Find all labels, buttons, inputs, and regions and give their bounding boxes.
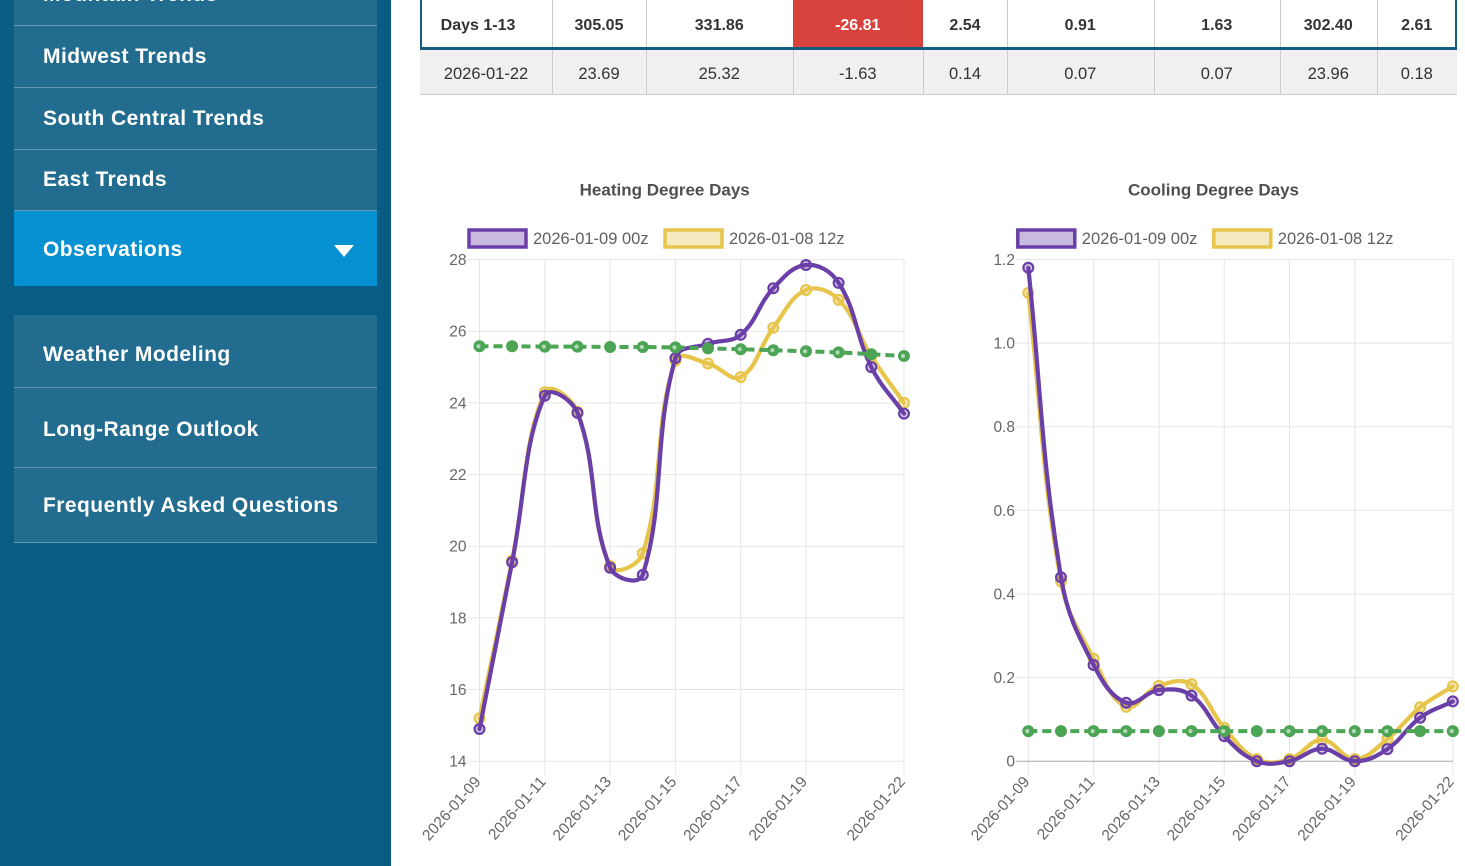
svg-text:2026-01-11: 2026-01-11 <box>485 774 550 844</box>
svg-text:2026-01-17: 2026-01-17 <box>680 774 745 845</box>
svg-text:0.8: 0.8 <box>993 419 1015 436</box>
svg-text:2026-01-22: 2026-01-22 <box>1393 774 1458 845</box>
svg-text:2026-01-19: 2026-01-19 <box>746 774 811 845</box>
svg-text:2026-01-17: 2026-01-17 <box>1229 774 1294 845</box>
svg-text:2026-01-09 00z: 2026-01-09 00z <box>1082 230 1198 248</box>
svg-text:0.6: 0.6 <box>993 503 1015 520</box>
svg-text:2026-01-11: 2026-01-11 <box>1034 774 1099 844</box>
svg-text:26: 26 <box>449 324 466 341</box>
svg-text:0.2: 0.2 <box>993 670 1015 687</box>
svg-text:2026-01-19: 2026-01-19 <box>1295 774 1360 845</box>
svg-text:16: 16 <box>449 682 466 699</box>
svg-text:2026-01-15: 2026-01-15 <box>1164 774 1229 845</box>
svg-text:14: 14 <box>449 754 467 771</box>
svg-text:22: 22 <box>449 467 466 484</box>
svg-text:20: 20 <box>449 539 467 556</box>
svg-text:24: 24 <box>449 395 467 412</box>
svg-text:2026-01-22: 2026-01-22 <box>844 774 909 845</box>
svg-text:0.4: 0.4 <box>993 587 1015 604</box>
svg-text:28: 28 <box>449 252 466 269</box>
svg-text:2026-01-13: 2026-01-13 <box>1099 774 1164 845</box>
svg-text:1.2: 1.2 <box>993 252 1015 269</box>
svg-text:2026-01-08 12z: 2026-01-08 12z <box>1278 230 1394 248</box>
svg-text:Heating Degree Days: Heating Degree Days <box>580 181 750 200</box>
svg-text:2026-01-09: 2026-01-09 <box>968 774 1033 845</box>
svg-text:Cooling Degree Days: Cooling Degree Days <box>1128 181 1299 200</box>
svg-text:2026-01-13: 2026-01-13 <box>550 774 615 845</box>
svg-text:2026-01-15: 2026-01-15 <box>615 774 680 845</box>
svg-text:1.0: 1.0 <box>993 336 1015 353</box>
svg-text:2026-01-08 12z: 2026-01-08 12z <box>729 230 845 248</box>
svg-text:2026-01-09 00z: 2026-01-09 00z <box>533 230 649 248</box>
svg-text:18: 18 <box>449 610 466 627</box>
svg-text:2026-01-09: 2026-01-09 <box>419 774 484 845</box>
svg-text:0: 0 <box>1006 754 1015 771</box>
